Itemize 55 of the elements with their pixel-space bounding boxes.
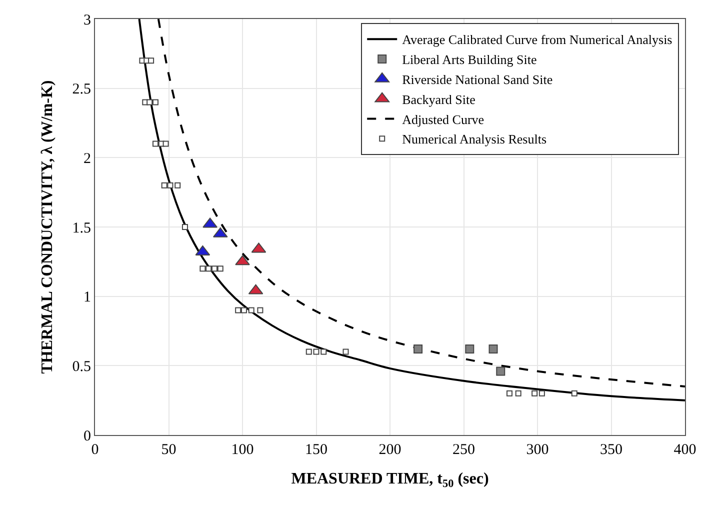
point: [506, 390, 512, 396]
point: [248, 307, 254, 314]
point: [211, 266, 218, 272]
point: [465, 344, 474, 354]
point: [342, 348, 349, 355]
point: [488, 344, 498, 354]
y-tick-label: 1: [84, 290, 91, 306]
point: [167, 182, 174, 188]
x-tick-label: 50: [161, 442, 176, 458]
x-tick-label: 150: [305, 442, 328, 458]
point: [202, 218, 218, 228]
point: [257, 307, 264, 314]
point: [240, 307, 247, 314]
point: [200, 266, 206, 272]
x-axis-title: MEASURED TIME, t$_{50}$ (sec): [291, 470, 489, 490]
y-tick-label: 0.5: [72, 358, 91, 375]
legend-label: Riverside National Sand Site: [402, 72, 553, 87]
point: [206, 266, 212, 272]
legend-label: Backyard Site: [402, 92, 476, 107]
point: [414, 344, 423, 354]
x-tick-label: 250: [452, 442, 475, 458]
legend-label: Numerical Analysis Results: [402, 132, 547, 147]
point: [146, 99, 153, 106]
x-tick-label: 100: [231, 442, 254, 458]
x-tick-label: 200: [378, 442, 402, 458]
y-tick-label: 2: [84, 150, 91, 167]
point: [571, 390, 578, 396]
y-tick-label: 0: [84, 428, 91, 444]
point: [162, 140, 169, 147]
y-tick-label: 1.5: [72, 220, 91, 236]
x-tick-label: 300: [526, 442, 549, 458]
point: [515, 390, 522, 396]
point: [217, 266, 224, 272]
point: [532, 390, 538, 396]
legend-label: Adjusted Curve: [402, 112, 484, 127]
point: [306, 348, 312, 355]
point: [148, 58, 154, 64]
point: [161, 182, 168, 188]
x-tick-label: 350: [600, 442, 622, 458]
point: [313, 348, 320, 355]
point: [235, 307, 242, 314]
point: [152, 99, 158, 106]
legend-label: Liberal Arts Building Site: [402, 52, 538, 68]
point: [182, 224, 188, 230]
legend-label: Average Calibrated Curve from Numerical Analysis: [402, 32, 672, 48]
point: [174, 182, 181, 188]
x-tick-label: 400: [674, 442, 696, 458]
point: [152, 140, 158, 147]
y-tick-label: 3: [84, 12, 91, 28]
point: [235, 255, 250, 266]
point: [538, 390, 545, 396]
point: [496, 366, 506, 376]
point: [320, 348, 327, 355]
y-tick-label: 2.5: [72, 82, 91, 98]
y-axis-title: THERMAL CONDUCTIVITY, λ (W/m-K): [39, 80, 56, 374]
